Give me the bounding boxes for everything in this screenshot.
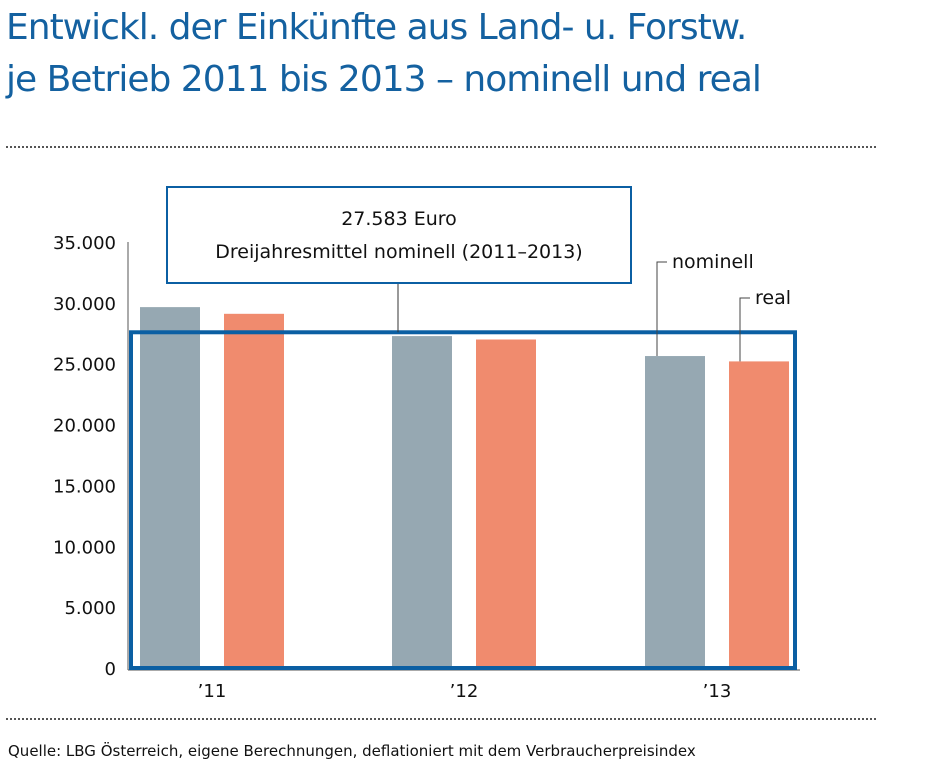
y-tick-label: 15.000 — [53, 476, 116, 497]
y-tick-label: 25.000 — [53, 355, 116, 376]
bar-real-2 — [729, 361, 789, 668]
bar-nominell-0 — [140, 307, 200, 668]
mean-line-frame — [129, 330, 797, 670]
y-tick-label: 35.000 — [53, 233, 116, 254]
title-line-2: je Betrieb 2011 bis 2013 – nominell und … — [6, 59, 762, 100]
legend-leader-real — [739, 297, 750, 362]
x-tick-label: ’12 — [450, 681, 479, 702]
x-tick-label: ’11 — [198, 681, 227, 702]
y-tick-label: 0 — [105, 659, 116, 680]
legend-leader-nominell — [656, 261, 667, 357]
annotation-label: Dreijahresmittel nominell (2011–2013) — [215, 241, 582, 263]
annotation-value: 27.583 Euro — [341, 208, 457, 230]
bar-real-0 — [224, 313, 284, 668]
x-tick-label: ’13 — [703, 681, 732, 702]
annotation-box — [166, 186, 632, 284]
legend-label-real: real — [755, 287, 791, 309]
y-tick-label: 20.000 — [53, 416, 116, 437]
y-tick-label: 5.000 — [64, 598, 116, 619]
bar-nominell-1 — [392, 336, 452, 668]
y-tick-label: 30.000 — [53, 294, 116, 315]
bar-real-1 — [476, 339, 536, 668]
source-note: Quelle: LBG Österreich, eigene Berechnun… — [8, 742, 696, 760]
title-line-1: Entwickl. der Einkünfte aus Land- u. For… — [6, 7, 747, 48]
y-tick-label: 10.000 — [53, 537, 116, 558]
chart-title: Entwickl. der Einkünfte aus Land- u. For… — [6, 2, 762, 106]
divider-top — [6, 146, 876, 148]
bar-nominell-2 — [645, 356, 705, 668]
legend-label-nominell: nominell — [672, 251, 754, 273]
divider-bottom — [6, 718, 876, 720]
